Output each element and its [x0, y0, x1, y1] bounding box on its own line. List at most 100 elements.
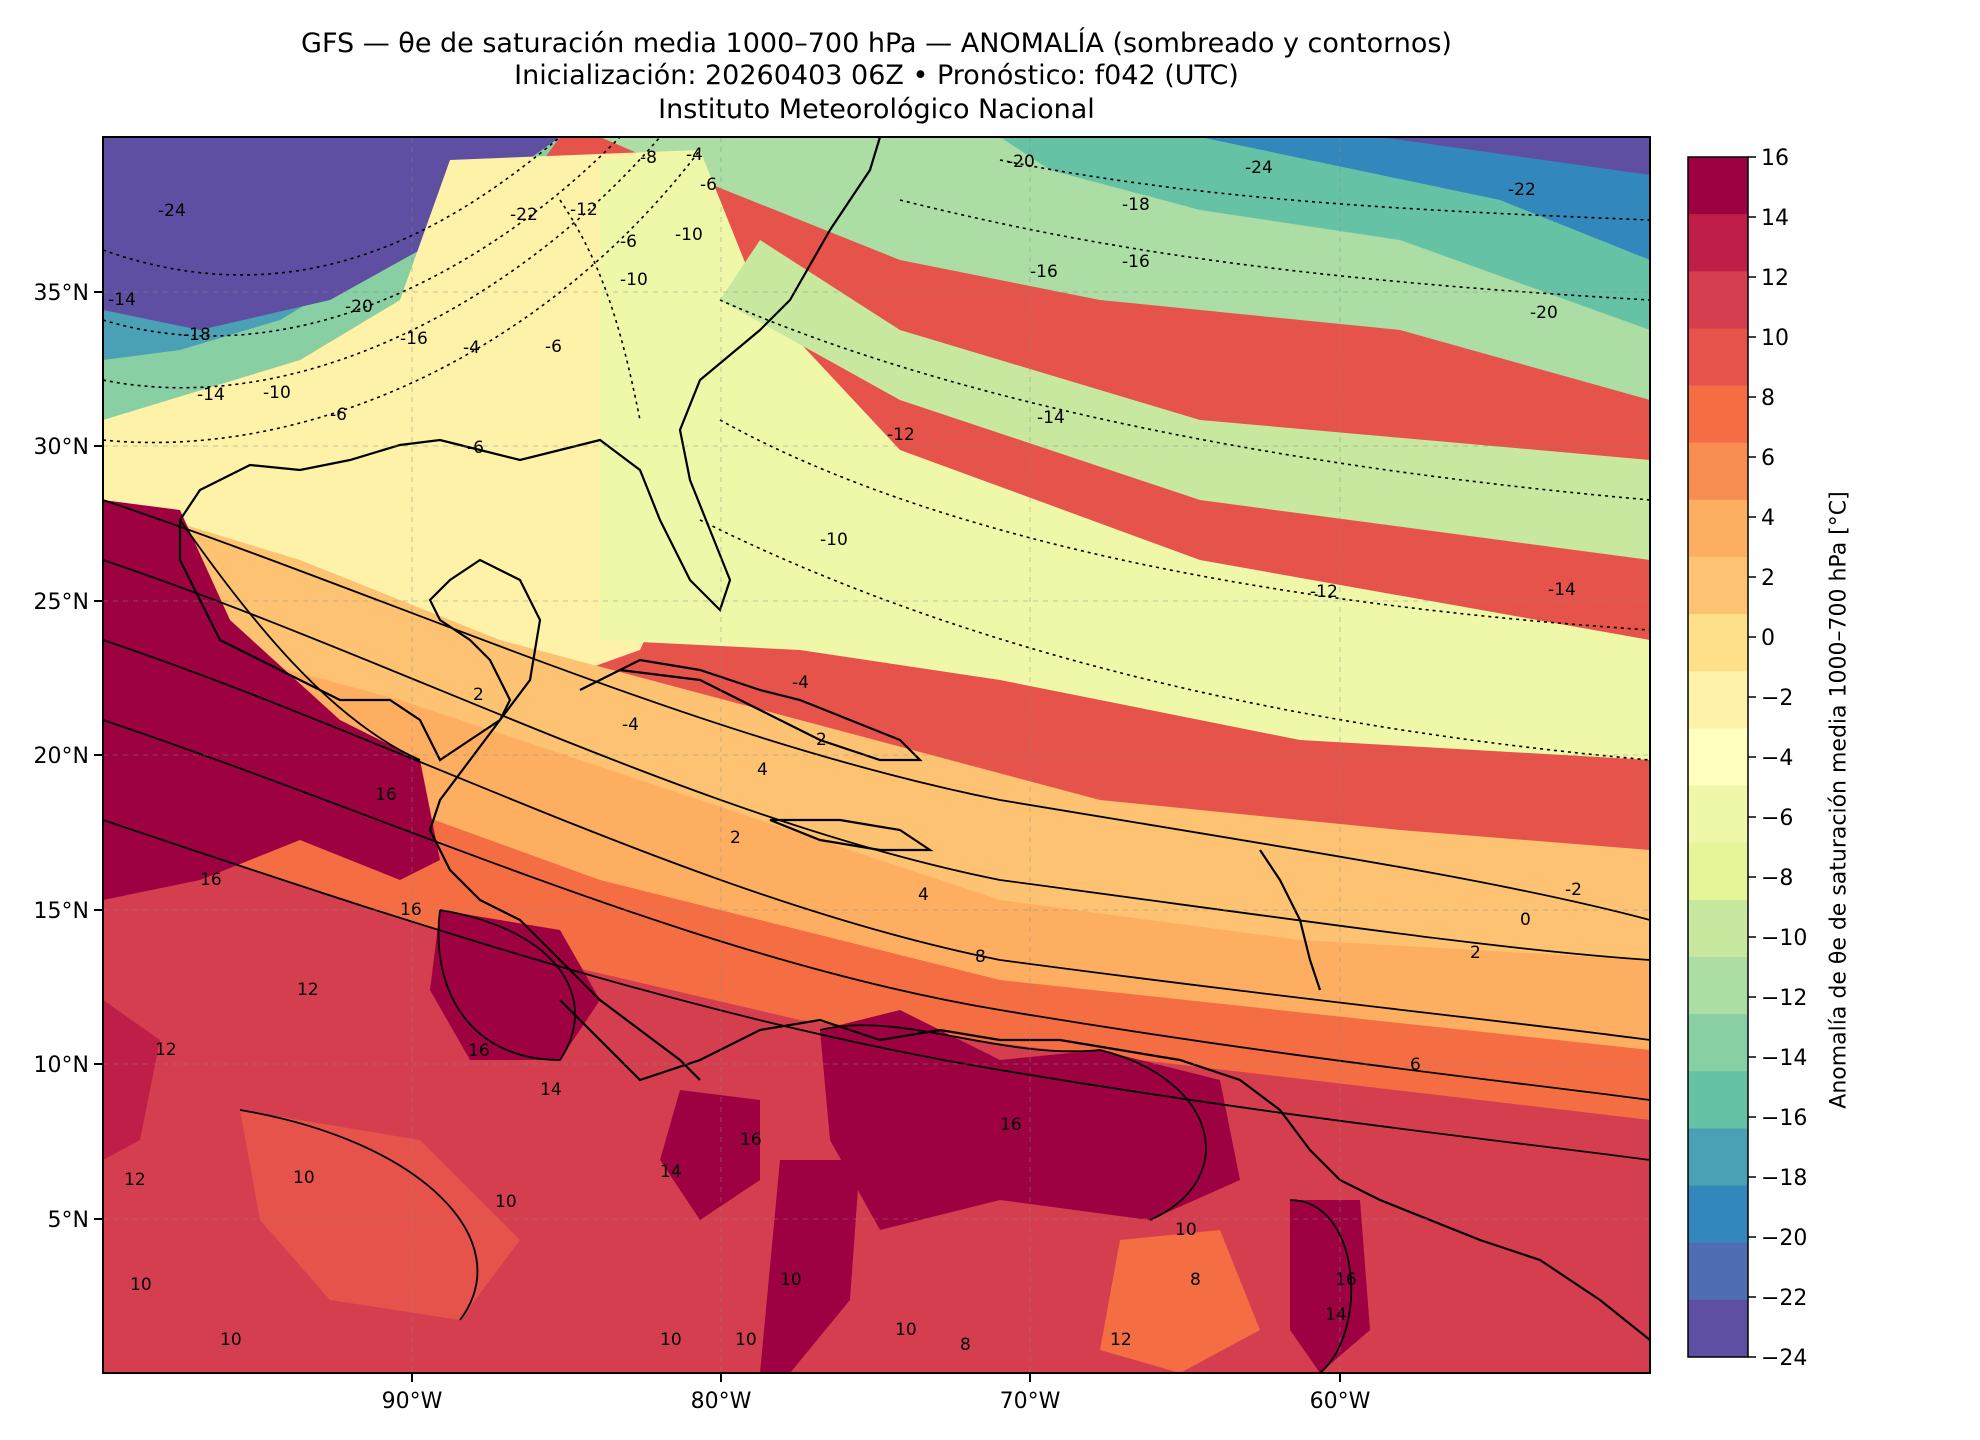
colorbar-block: [1688, 785, 1748, 844]
contour-label: -18: [1122, 195, 1150, 215]
contour-label: 10: [780, 1270, 802, 1290]
contour-label: 4: [757, 760, 768, 780]
graticule: [103, 137, 1650, 1373]
lat-tick-label: 10°N: [34, 1053, 89, 1078]
contour-label: -12: [1310, 582, 1338, 602]
lon-tick-label: 90°W: [382, 1389, 443, 1414]
colorbar-blocks: [1688, 157, 1748, 1358]
contour-label: 2: [730, 828, 741, 848]
contour-label: 10: [293, 1168, 315, 1188]
contour-label: -24: [1245, 158, 1273, 178]
contour-label: -4: [792, 673, 809, 693]
contour-label: 2: [816, 730, 827, 750]
colorbar-tick-label: −2: [1761, 686, 1793, 711]
colorbar: 16 14 12 10 8 6 4 2 0 −2 −4 −6 −8 −10 −12 −14 −16 −18 −20 −…: [1687, 146, 1807, 1371]
contour-label: -12: [887, 425, 915, 445]
anomaly-contours: [103, 137, 1650, 1373]
contour-label: 10: [220, 1330, 242, 1350]
contour-label: 10: [130, 1275, 152, 1295]
contour-label: 12: [297, 980, 319, 1000]
contour-label: 14: [660, 1162, 682, 1182]
contour-label: -2: [1565, 880, 1582, 900]
colorbar-tick-label: −12: [1761, 986, 1807, 1011]
lat-tick-label: 20°N: [34, 744, 89, 769]
contour-label: 8: [960, 1335, 971, 1355]
colorbar-block: [1688, 842, 1748, 901]
contour-label: -10: [620, 270, 648, 290]
colorbar-block: [1688, 671, 1748, 729]
colorbar-tick-label: 6: [1761, 446, 1775, 471]
contour-label: -12: [570, 200, 598, 220]
contour-label: 14: [1325, 1305, 1347, 1325]
colorbar-block: [1688, 328, 1748, 387]
contour-label-set: -20 -24 -22 -18 -16 -16 -20 -24 -14 -22 …: [108, 145, 1582, 1355]
contour-label: 16: [1335, 1270, 1357, 1290]
contour-label: 16: [1000, 1115, 1022, 1135]
colorbar-block: [1688, 614, 1748, 672]
colorbar-block: [1688, 271, 1748, 329]
colorbar-block: [1688, 1128, 1748, 1187]
lat-tick-label: 30°N: [34, 435, 89, 460]
lon-axis: 90°W 80°W 70°W 60°W: [382, 1373, 1371, 1414]
colorbar-tick-label: −22: [1761, 1286, 1807, 1311]
contour-label: -22: [1508, 180, 1536, 200]
colorbar-tick-label: 8: [1761, 386, 1775, 411]
lat-tick-label: 35°N: [34, 281, 89, 306]
contour-label: -20: [1007, 152, 1035, 172]
contour-label: -6: [620, 232, 637, 252]
colorbar-ticks: 16 14 12 10 8 6 4 2 0 −2 −4 −6 −8 −10 −12 −14 −16 −18 −20 −…: [1748, 146, 1807, 1371]
lat-tick-label: 15°N: [34, 899, 89, 924]
colorbar-block: [1688, 214, 1748, 272]
colorbar-block: [1688, 899, 1748, 958]
contour-label: -6: [700, 175, 717, 195]
contour-label: -10: [820, 530, 848, 550]
colorbar-label: Anomalía de θe de saturación media 1000–…: [1826, 491, 1852, 1109]
colorbar-tick-label: −14: [1761, 1046, 1807, 1071]
contour-label: 10: [495, 1192, 517, 1212]
contour-label: -8: [640, 148, 657, 168]
colorbar-tick-label: 16: [1761, 146, 1789, 171]
contour-label: 8: [975, 947, 986, 967]
colorbar-block: [1688, 1185, 1748, 1244]
contour-label: 10: [660, 1330, 682, 1350]
contour-label: 4: [918, 885, 929, 905]
colorbar-tick-label: 4: [1761, 506, 1775, 531]
contour-label: -14: [1037, 408, 1065, 428]
contour-label: 8: [1190, 1270, 1201, 1290]
contour-label: 0: [1520, 910, 1531, 930]
coastlines: [178, 137, 1650, 1341]
contour-label: 16: [400, 900, 422, 920]
colorbar-block: [1688, 1014, 1748, 1072]
colorbar-tick-label: 0: [1761, 626, 1775, 651]
figure-subtitle-init: Inicialización: 20260403 06Z • Pronóstic…: [514, 60, 1239, 91]
contour-label: 16: [740, 1130, 762, 1150]
contour-label: 10: [1175, 1220, 1197, 1240]
contour-label: -6: [545, 337, 562, 357]
colorbar-block: [1688, 728, 1748, 787]
colorbar-block: [1688, 1242, 1748, 1301]
contour-label: -4: [463, 338, 480, 358]
contour-label: -4: [622, 715, 639, 735]
colorbar-tick-label: −24: [1761, 1346, 1807, 1371]
colorbar-tick-label: 12: [1761, 266, 1789, 291]
anomaly-shading: [103, 137, 1650, 1373]
contour-label: 10: [895, 1320, 917, 1340]
colorbar-block: [1688, 385, 1748, 444]
colorbar-block: [1688, 557, 1748, 615]
contour-label: -16: [400, 329, 428, 349]
colorbar-tick-label: −6: [1761, 806, 1793, 831]
contour-label: 10: [735, 1330, 757, 1350]
lat-tick-label: 25°N: [34, 590, 89, 615]
contour-label: 16: [468, 1041, 490, 1061]
colorbar-tick-label: 14: [1761, 206, 1789, 231]
colorbar-block: [1688, 499, 1748, 558]
contour-label: -14: [108, 290, 136, 310]
colorbar-block: [1688, 442, 1748, 501]
lat-tick-label: 5°N: [48, 1208, 89, 1233]
contour-label: -16: [1030, 262, 1058, 282]
colorbar-block: [1688, 157, 1748, 215]
figure-title: GFS — θe de saturación media 1000–700 hP…: [301, 28, 1452, 59]
contour-label: 2: [473, 685, 484, 705]
contour-label: 2: [1470, 943, 1481, 963]
